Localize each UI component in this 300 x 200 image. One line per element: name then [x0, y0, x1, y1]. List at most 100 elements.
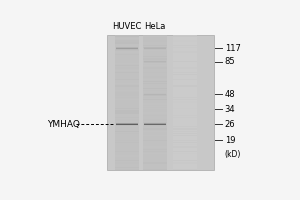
Bar: [143, 117, 167, 118]
Bar: [143, 45, 167, 46]
Bar: [115, 85, 139, 87]
Bar: [115, 108, 139, 109]
Bar: [173, 81, 197, 82]
Bar: [173, 115, 197, 116]
Bar: [143, 155, 167, 157]
Bar: [173, 162, 197, 164]
Bar: [173, 99, 197, 100]
Bar: [115, 146, 139, 148]
Bar: [115, 167, 139, 168]
Bar: [143, 51, 167, 53]
Bar: [143, 144, 167, 145]
Bar: [143, 36, 167, 37]
Bar: [115, 38, 139, 39]
Bar: [173, 51, 197, 53]
Bar: [173, 126, 197, 127]
Bar: [173, 61, 197, 62]
Bar: [143, 110, 167, 112]
Text: YMHAQ: YMHAQ: [47, 120, 80, 129]
Bar: [115, 45, 139, 46]
Bar: [115, 81, 139, 82]
Bar: [143, 135, 167, 136]
Bar: [173, 158, 197, 159]
Bar: [115, 58, 139, 60]
Bar: [115, 74, 139, 75]
Bar: [115, 144, 139, 145]
Bar: [115, 149, 139, 150]
Bar: [115, 124, 139, 125]
Bar: [143, 131, 167, 132]
Bar: [144, 125, 166, 126]
Bar: [143, 74, 167, 75]
Bar: [143, 153, 167, 154]
Bar: [143, 76, 167, 78]
Bar: [143, 106, 167, 107]
Bar: [115, 47, 139, 48]
Bar: [115, 83, 139, 84]
Text: HUVEC: HUVEC: [112, 22, 142, 31]
Bar: [143, 122, 167, 123]
Bar: [143, 49, 167, 51]
Bar: [115, 94, 139, 96]
Bar: [173, 108, 197, 109]
Bar: [144, 93, 166, 94]
Bar: [143, 47, 167, 48]
Bar: [115, 54, 139, 55]
Bar: [143, 167, 167, 168]
Bar: [116, 125, 138, 126]
Bar: [115, 90, 139, 91]
Bar: [173, 103, 197, 105]
Bar: [173, 149, 197, 150]
Bar: [173, 122, 197, 123]
Bar: [143, 162, 167, 164]
Bar: [143, 94, 167, 96]
Bar: [115, 140, 139, 141]
Bar: [115, 115, 139, 116]
Bar: [143, 133, 167, 134]
Bar: [173, 101, 197, 103]
Bar: [143, 119, 167, 121]
Bar: [173, 94, 197, 96]
Bar: [143, 146, 167, 148]
Bar: [115, 36, 139, 37]
Bar: [143, 103, 167, 105]
Bar: [144, 61, 166, 62]
Bar: [173, 135, 197, 136]
Bar: [143, 56, 167, 57]
Bar: [144, 123, 166, 124]
Text: (kD): (kD): [224, 150, 241, 159]
Bar: [173, 88, 197, 89]
Bar: [143, 124, 167, 125]
Bar: [173, 79, 197, 80]
Bar: [115, 92, 139, 94]
Bar: [115, 131, 139, 132]
Bar: [115, 122, 139, 123]
Bar: [116, 124, 138, 125]
Bar: [143, 160, 167, 161]
Text: 34: 34: [225, 105, 235, 114]
Bar: [173, 92, 197, 94]
Bar: [173, 146, 197, 148]
Bar: [173, 160, 197, 161]
Bar: [115, 103, 139, 105]
Bar: [173, 110, 197, 112]
Bar: [143, 158, 167, 159]
Bar: [143, 79, 167, 80]
Text: 48: 48: [225, 90, 235, 99]
Bar: [173, 133, 197, 134]
Bar: [173, 74, 197, 75]
Bar: [115, 128, 139, 130]
Bar: [115, 97, 139, 98]
Bar: [115, 142, 139, 143]
Bar: [143, 85, 167, 87]
Bar: [173, 67, 197, 69]
Bar: [173, 85, 197, 87]
Bar: [173, 45, 197, 46]
Text: 117: 117: [225, 44, 241, 53]
Bar: [144, 95, 166, 96]
Bar: [107, 35, 214, 170]
Bar: [143, 54, 167, 55]
Bar: [144, 94, 166, 95]
Bar: [143, 137, 167, 139]
Bar: [173, 54, 197, 55]
